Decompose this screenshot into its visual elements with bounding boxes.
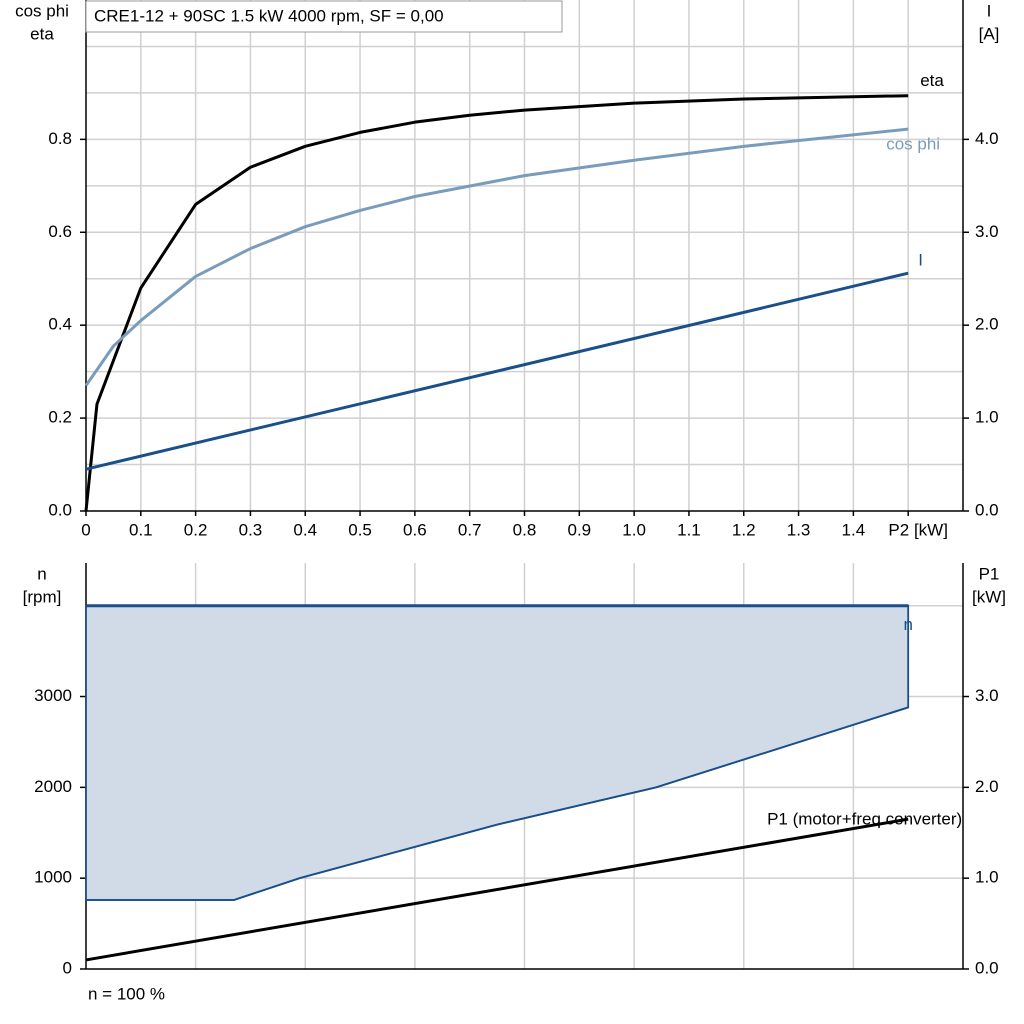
x-tick-label: 0.4 <box>293 520 317 539</box>
y2-axis-label: [kW] <box>972 587 1006 606</box>
y2-tick-label: 2.0 <box>975 315 999 334</box>
title-box <box>85 0 563 33</box>
x-tick-label: 0.6 <box>403 520 427 539</box>
x-tick-label: 1.2 <box>732 520 756 539</box>
series-line <box>84 127 909 387</box>
series-label: cos phi <box>886 135 940 154</box>
series-line <box>85 817 909 962</box>
y-tick-label: 0.0 <box>48 500 72 519</box>
y-tick-label: 3000 <box>34 686 72 705</box>
y-tick-label: 0.4 <box>48 315 72 334</box>
y-tick-label: 0.8 <box>48 129 72 148</box>
min-line <box>86 706 909 901</box>
x-tick-label: 0.2 <box>184 520 208 539</box>
x-tick-label: 0.1 <box>129 520 153 539</box>
y2-tick-label: 2.0 <box>975 777 999 796</box>
x-tick-label: P2 [kW] <box>888 520 948 539</box>
y-tick-label: 2000 <box>34 777 72 796</box>
y2-tick-label: 0.0 <box>975 958 999 977</box>
y2-tick-label: 0.0 <box>975 500 999 519</box>
y2-axis-label: I <box>987 1 992 20</box>
chart-title: CRE1-12 + 90SC 1.5 kW 4000 rpm, SF = 0,0… <box>94 6 444 25</box>
x-tick-label: 0.5 <box>348 520 372 539</box>
x-tick-label: 0.9 <box>567 520 591 539</box>
x-tick-label: 0.8 <box>513 520 537 539</box>
y-tick-label: 1000 <box>34 868 72 887</box>
x-tick-label: 0.7 <box>458 520 482 539</box>
series-label: I <box>918 251 923 270</box>
y-tick-label: 0 <box>63 958 72 977</box>
y2-axis-label: P1 <box>979 564 1000 583</box>
series-label: n <box>903 615 912 634</box>
y-axis-label: [rpm] <box>23 587 62 606</box>
y2-tick-label: 3.0 <box>975 686 999 705</box>
y-axis-label: n <box>37 564 46 583</box>
x-tick-label: 1.1 <box>677 520 701 539</box>
x-tick-label: 1.3 <box>787 520 811 539</box>
y2-tick-label: 1.0 <box>975 868 999 887</box>
x-tick-label: 1.0 <box>622 520 646 539</box>
series-line <box>85 271 909 471</box>
y2-tick-label: 3.0 <box>975 222 999 241</box>
y-axis-label: eta <box>30 24 54 43</box>
x-tick-label: 1.4 <box>842 520 866 539</box>
y2-tick-label: 1.0 <box>975 408 999 427</box>
y-tick-label: 0.2 <box>48 408 72 427</box>
series-label: eta <box>920 71 944 90</box>
y2-tick-label: 4.0 <box>975 129 999 148</box>
x-tick-label: 0.3 <box>239 520 263 539</box>
y2-axis-label: [A] <box>979 24 1000 43</box>
y-axis-label: cos phi <box>15 1 69 20</box>
annotation: n = 100 % <box>88 984 165 1003</box>
series-label: P1 (motor+freq converter) <box>767 810 962 829</box>
series-line <box>84 94 909 512</box>
y-tick-label: 0.6 <box>48 222 72 241</box>
x-tick-label: 0 <box>81 520 90 539</box>
